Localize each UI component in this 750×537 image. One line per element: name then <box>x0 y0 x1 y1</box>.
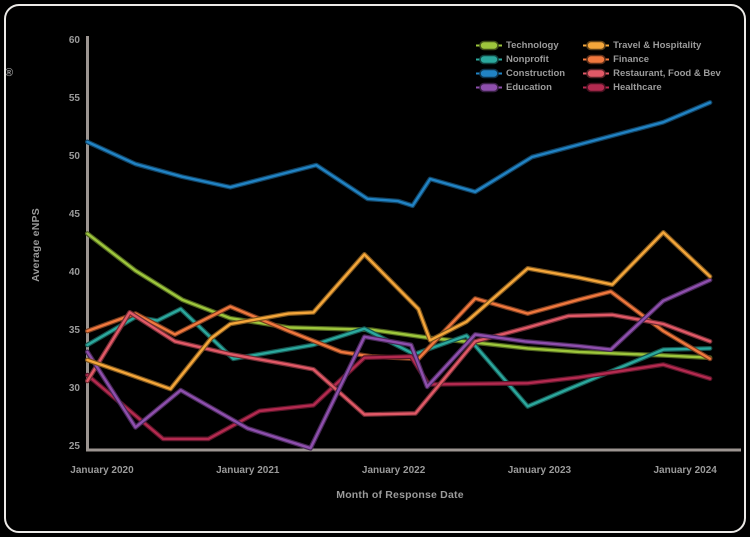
y-tick-label: 60 <box>68 35 80 46</box>
y-tick-label: 35 <box>68 325 80 336</box>
x-tick-label: January 2023 <box>507 465 572 476</box>
legend-item-healthcare[interactable]: Healthcare <box>583 82 721 93</box>
series-outline <box>85 277 713 451</box>
y-tick-label: 40 <box>68 267 80 278</box>
legend-item-nonprofit[interactable]: Nonprofit <box>476 54 565 65</box>
legend-item-restaurant-food-bev[interactable]: Restaurant, Food & Bev <box>583 68 721 79</box>
legend-label: Finance <box>613 54 650 65</box>
legend-label: Education <box>506 82 552 93</box>
legend-label: Restaurant, Food & Bev <box>613 68 721 79</box>
y-tick-label: 50 <box>68 151 80 162</box>
series-line-nonprofit[interactable] <box>85 306 713 409</box>
legend-swatch-icon <box>583 82 610 93</box>
series-line-travel-hospitality[interactable] <box>85 229 713 392</box>
x-tick-label: January 2024 <box>653 465 717 476</box>
legend-label: Technology <box>506 40 559 51</box>
legend-label: Nonprofit <box>506 54 549 65</box>
series-line-healthcare[interactable] <box>85 354 713 442</box>
registered-mark-icon: ® <box>5 67 14 79</box>
legend-item-finance[interactable]: Finance <box>583 54 721 65</box>
legend-column: Technology Nonprofit Construction Education <box>476 40 565 93</box>
y-tick-label: 55 <box>68 93 80 104</box>
legend-label: Construction <box>506 68 566 79</box>
series-stroke <box>86 278 712 450</box>
series-stroke <box>86 232 712 359</box>
series-outline <box>85 309 713 417</box>
x-tick-label: January 2022 <box>361 465 426 476</box>
legend-swatch-icon <box>583 40 610 51</box>
series-stroke <box>86 355 712 441</box>
series-stroke <box>86 307 712 408</box>
x-tick-label: January 2020 <box>70 465 134 476</box>
y-tick-label: 30 <box>68 383 80 394</box>
legend-swatch-icon <box>583 54 610 65</box>
series-line-restaurant-food-bev[interactable] <box>85 309 713 417</box>
legend-swatch-icon <box>476 54 502 65</box>
series-line-education[interactable] <box>85 277 713 451</box>
series-line-technology[interactable] <box>85 231 713 361</box>
legend-swatch-icon <box>476 68 502 79</box>
legend-item-technology[interactable]: Technology <box>476 40 565 51</box>
legend-swatch-icon <box>583 68 610 79</box>
legend-label: Travel & Hospitality <box>613 40 702 51</box>
legend-item-education[interactable]: Education <box>476 82 565 93</box>
x-tick-label: January 2021 <box>216 465 280 476</box>
series-stroke <box>86 311 712 416</box>
legend-swatch-icon <box>476 82 502 93</box>
legend-item-construction[interactable]: Construction <box>476 68 565 79</box>
series-outline <box>85 100 713 209</box>
series-stroke <box>86 231 712 391</box>
legend: Technology Nonprofit Construction Education… <box>476 40 721 93</box>
legend-item-travel-hospitality[interactable]: Travel & Hospitality <box>583 40 721 51</box>
legend-label: Healthcare <box>613 82 662 93</box>
y-axis-title: Average eNPS <box>30 208 42 282</box>
legend-column: Travel & Hospitality Finance Restaurant, F… <box>583 40 721 93</box>
legend-swatch-icon <box>476 40 502 51</box>
series-line-construction[interactable] <box>85 100 713 209</box>
series-stroke <box>86 101 712 207</box>
y-tick-label: 45 <box>68 209 80 220</box>
x-axis-title: Month of Response Date <box>336 489 464 501</box>
y-tick-label: 25 <box>68 441 80 452</box>
